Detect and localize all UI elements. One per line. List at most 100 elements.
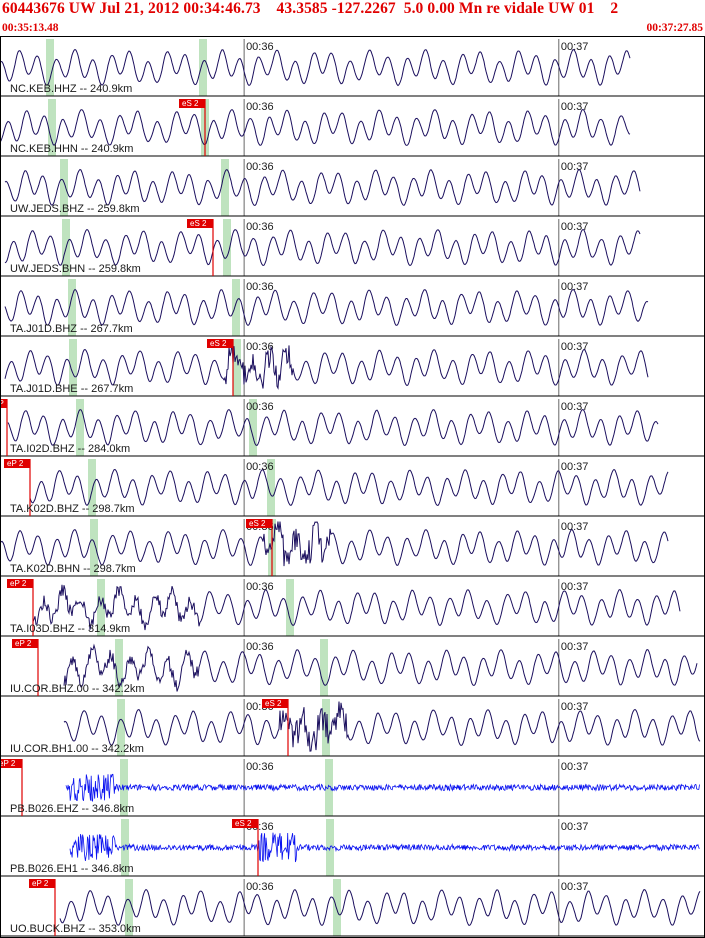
waveform-line bbox=[32, 584, 681, 631]
pick-label: eP 2 bbox=[7, 459, 24, 468]
minute-tick-label: 00:37 bbox=[561, 161, 589, 173]
minute-tick-label: 00:36 bbox=[246, 401, 274, 413]
minute-tick-label: 00:36 bbox=[246, 461, 274, 473]
station-label: TA.K02D.BHZ -- 298.7km bbox=[10, 503, 135, 515]
pick-flag bbox=[12, 639, 38, 648]
pick-flag bbox=[4, 459, 30, 468]
minute-tick-label: 00:37 bbox=[561, 581, 589, 593]
minute-tick-label: 00:36 bbox=[246, 101, 274, 113]
waveform-line bbox=[0, 521, 669, 567]
pick-label: eP 2 bbox=[15, 639, 32, 648]
minute-tick-label: 00:37 bbox=[561, 281, 589, 293]
waveform-line bbox=[4, 288, 649, 327]
minute-tick-label: 00:37 bbox=[561, 881, 589, 893]
minute-tick-label: 00:37 bbox=[561, 341, 589, 353]
window-band bbox=[97, 579, 105, 636]
trace-row: 00:36 00:37 eP 2 IU.COR.BHZ.00 -- 342.2km bbox=[0, 639, 705, 697]
pick-flag bbox=[0, 399, 7, 408]
station-label: UW.JEDS.BHN -- 259.8km bbox=[10, 263, 141, 275]
trace-row: 00:36 00:37 eS 2 UW.JEDS.BHN -- 259.8km bbox=[0, 219, 705, 277]
trace-row: 00:36 00:37 TA.J01D.BHZ -- 267.7km bbox=[0, 279, 705, 337]
pick-label: eS 2 bbox=[182, 99, 199, 108]
window-band bbox=[60, 159, 68, 216]
trace-row: 00:36 00:37 eP 2 TA.I03D.BHZ -- 314.9km bbox=[0, 579, 705, 637]
pick-label: eP 2 bbox=[32, 879, 49, 888]
minute-tick-label: 00:37 bbox=[561, 221, 589, 233]
window-band bbox=[46, 39, 54, 96]
header-bar: 60443676 UW Jul 21, 2012 00:34:46.73 43.… bbox=[0, 0, 705, 36]
pick-label: eS 2 bbox=[210, 339, 227, 348]
trace-row: 00:36 00:37 NC.KEB.HHZ -- 240.9km bbox=[0, 39, 705, 97]
window-band bbox=[267, 459, 275, 516]
station-label: PB.B026.EH1 -- 346.8km bbox=[10, 863, 134, 875]
pick-label: eP 2 bbox=[10, 579, 27, 588]
pick-flag bbox=[0, 759, 22, 768]
minute-tick-label: 00:36 bbox=[246, 581, 274, 593]
waveform-line bbox=[63, 643, 698, 692]
window-band bbox=[249, 399, 257, 456]
station-label: PB.B026.EHZ -- 346.8km bbox=[10, 803, 134, 815]
pick-flag bbox=[29, 879, 55, 888]
pick-flag bbox=[207, 339, 233, 348]
station-label: TA.K02D.BHN -- 298.7km bbox=[10, 563, 136, 575]
minute-tick-label: 00:37 bbox=[561, 701, 589, 713]
minute-tick-label: 00:36 bbox=[246, 41, 274, 53]
pick-flag bbox=[246, 519, 272, 528]
window-band bbox=[68, 279, 76, 336]
pick-flag bbox=[179, 99, 205, 108]
station-label: TA.J01D.BHE -- 267.7km bbox=[10, 383, 133, 395]
pick-flag bbox=[232, 819, 258, 828]
minute-tick-label: 00:36 bbox=[246, 161, 274, 173]
pick-label: eS 2 bbox=[265, 699, 282, 708]
station-label: TA.I03D.BHZ -- 314.9km bbox=[10, 623, 130, 635]
pick-label: eS 2 bbox=[190, 219, 207, 228]
waveform-line bbox=[0, 48, 631, 87]
window-band bbox=[48, 99, 56, 156]
waveform-line bbox=[4, 168, 641, 207]
window-band bbox=[233, 339, 241, 396]
waveform-line bbox=[7, 409, 659, 446]
station-label: NC.KEB.HHN -- 240.9km bbox=[10, 143, 133, 155]
window-band bbox=[325, 759, 333, 816]
minute-tick-label: 00:36 bbox=[246, 881, 274, 893]
station-label: UO.BUCK.BHZ -- 353.0km bbox=[10, 923, 141, 935]
minute-tick-label: 00:36 bbox=[246, 761, 274, 773]
window-band bbox=[232, 279, 240, 336]
waveform-line bbox=[4, 341, 649, 390]
station-label: NC.KEB.HHZ -- 240.9km bbox=[10, 83, 132, 95]
station-label: TA.I02D.BHZ -- 284.0km bbox=[10, 443, 130, 455]
window-band bbox=[320, 639, 328, 696]
minute-tick-label: 00:37 bbox=[561, 41, 589, 53]
window-band bbox=[125, 879, 133, 936]
window-band bbox=[88, 459, 96, 516]
trace-row: 00:36 00:37 eP 2 PB.B026.EHZ -- 346.8km bbox=[0, 759, 705, 817]
window-band bbox=[76, 399, 84, 456]
waveform-line bbox=[65, 773, 700, 802]
pick-flag bbox=[187, 219, 213, 228]
window-band bbox=[115, 639, 123, 696]
minute-tick-label: 00:37 bbox=[561, 641, 589, 653]
event-title: 60443676 UW Jul 21, 2012 00:34:46.73 43.… bbox=[2, 0, 619, 17]
window-band bbox=[199, 39, 207, 96]
minute-tick-label: 00:37 bbox=[561, 821, 589, 833]
window-end-time: 00:37:27.85 bbox=[646, 22, 703, 34]
window-band bbox=[90, 519, 98, 576]
pick-label: eS 2 bbox=[249, 519, 266, 528]
window-band bbox=[286, 579, 294, 636]
minute-tick-label: 00:36 bbox=[246, 341, 274, 353]
pick-label: eP bbox=[0, 399, 4, 408]
station-label: IU.COR.BH1.00 -- 342.2km bbox=[10, 743, 144, 755]
window-band bbox=[117, 699, 125, 756]
waveform-line bbox=[0, 108, 631, 146]
trace-row: 00:36 00:37 eP 2 TA.K02D.BHZ -- 298.7km bbox=[0, 459, 705, 517]
minute-tick-label: 00:36 bbox=[246, 281, 274, 293]
trace-row: 00:36 00:37 eS 2 TA.J01D.BHE -- 267.7km bbox=[0, 339, 705, 397]
trace-row: 00:36 00:37 UW.JEDS.BHZ -- 259.8km bbox=[0, 159, 705, 217]
waveform-line bbox=[4, 228, 641, 267]
waveform-line bbox=[29, 468, 669, 507]
